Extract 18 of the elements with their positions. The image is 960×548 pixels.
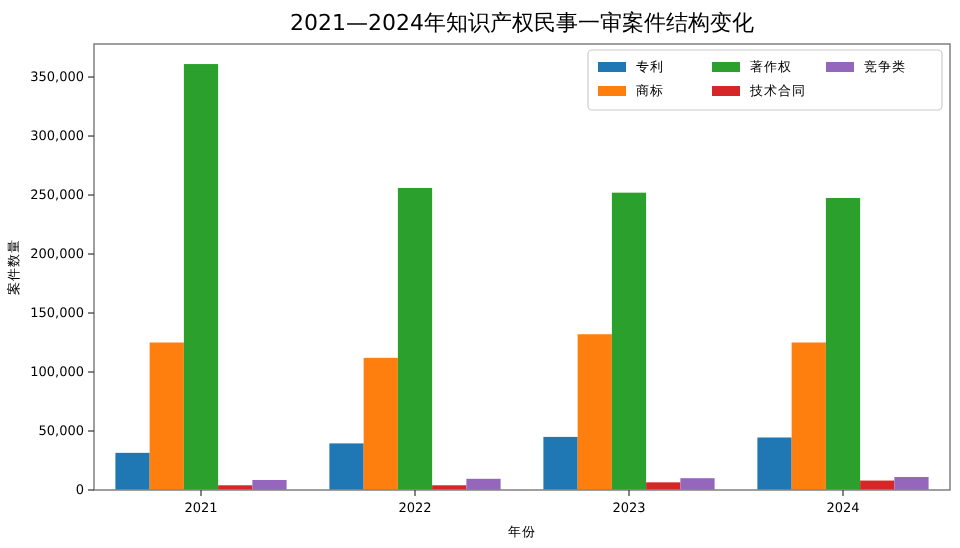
bar	[466, 478, 501, 490]
bar	[543, 436, 578, 490]
bar	[183, 64, 219, 490]
bar	[577, 334, 612, 490]
bar	[894, 477, 929, 490]
bar	[329, 443, 364, 490]
bar	[680, 478, 715, 490]
bar	[646, 482, 681, 490]
bar	[791, 342, 826, 490]
bar	[252, 479, 287, 490]
bar	[825, 197, 861, 490]
bar	[397, 187, 433, 490]
bar	[611, 192, 647, 490]
bar	[757, 437, 792, 490]
bar	[363, 357, 398, 490]
chart-title: 2021—2024年知识产权民事一审案件结构变化	[290, 10, 754, 36]
bar	[149, 342, 184, 490]
bar	[115, 452, 150, 490]
